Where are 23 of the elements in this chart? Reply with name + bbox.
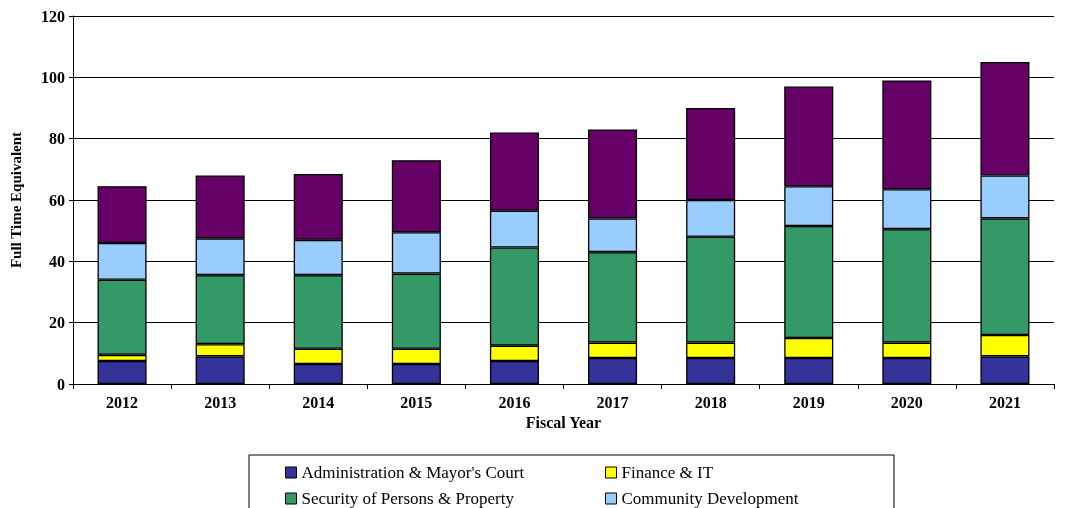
- x-tick-label: 2021: [988, 393, 1021, 411]
- y-tick-label: 100: [41, 68, 65, 86]
- y-tick-label: 0: [57, 375, 65, 393]
- y-tick-label: 120: [41, 7, 65, 25]
- x-tick-label: 2020: [890, 393, 923, 411]
- x-tick-label: 2012: [106, 393, 139, 411]
- y-tick-label: 80: [49, 130, 65, 148]
- legend-label: Administration & Mayor's Court: [301, 463, 525, 482]
- x-tick-label: 2018: [694, 393, 727, 411]
- y-tick-label: 60: [49, 191, 65, 209]
- x-tick-label: 2015: [400, 393, 433, 411]
- x-tick-label: 2017: [596, 393, 629, 411]
- x-axis-title: Fiscal Year: [525, 414, 602, 432]
- y-tick-label: 20: [49, 314, 65, 332]
- x-tick-label: 2014: [302, 393, 335, 411]
- y-axis-title: Full Time Equivalent: [7, 131, 24, 269]
- x-tick-label: 2016: [498, 393, 531, 411]
- x-tick-label: 2013: [204, 393, 237, 411]
- legend-label: Finance & IT: [621, 463, 714, 482]
- y-tick-label: 40: [49, 252, 65, 270]
- x-tick-label: 2019: [792, 393, 825, 411]
- legend-label: Security of Persons & Property: [301, 489, 515, 508]
- legend-label: Community Development: [621, 489, 799, 508]
